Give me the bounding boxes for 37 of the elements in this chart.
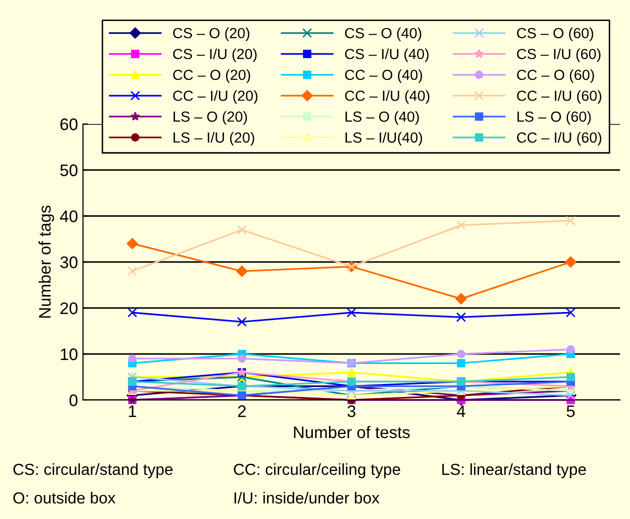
text: I/U: inside/under box [234, 492, 380, 504]
y-tick-label: 30 [60, 256, 78, 268]
y-tick-label: 20 [60, 302, 78, 314]
x-tick-label: 3 [348, 405, 356, 418]
x-tick-label: 2 [238, 405, 246, 417]
x-tick-label: 5 [566, 405, 575, 418]
legend-label: CS – O (40) [345, 28, 422, 42]
legend-label: CS – O (60) [517, 28, 594, 42]
legend-label: LS – O (60) [517, 111, 591, 125]
y-axis-title: Number of tags [38, 206, 54, 318]
text: O: outside box [13, 492, 116, 504]
legend-label: CS – I/U (40) [345, 48, 429, 62]
legend-label: LS – I/U(40) [346, 132, 422, 146]
legend-label: CS – I/U (60) [517, 48, 600, 62]
legend-label: CS – I/U (20) [173, 48, 257, 62]
legend-label: LS – I/U (20) [174, 132, 254, 146]
legend-label: LS – O (40) [346, 111, 419, 125]
legend-label: CC – I/U (40) [345, 90, 430, 104]
legend-label: CC – I/U (20) [173, 90, 258, 104]
text: LS: linear/stand type [442, 463, 586, 478]
text: CS: circular/stand type [13, 463, 173, 478]
y-tick-label: 10 [60, 348, 78, 360]
legend-label: CC – O (60) [517, 69, 594, 83]
legend-label: CC – I/U (60) [517, 90, 602, 104]
legend-label: CC – O (40) [345, 69, 422, 83]
legend-label: LS – O (20) [174, 111, 247, 125]
x-tick-label: 4 [456, 405, 466, 417]
x-tick-label: 1 [128, 405, 136, 417]
legend-label: CC – I/U (60) [517, 132, 602, 146]
legend-label: CS – O (20) [173, 28, 250, 42]
text: CC: circular/ceiling type [234, 463, 400, 478]
x-axis-title: Number of tests [294, 426, 410, 438]
y-tick-label: 50 [60, 164, 78, 176]
y-tick-label: 60 [60, 118, 78, 130]
y-tick-label: 40 [60, 210, 78, 222]
y-tick-label: 0 [70, 394, 78, 406]
legend-label: CC – O (20) [173, 69, 250, 83]
